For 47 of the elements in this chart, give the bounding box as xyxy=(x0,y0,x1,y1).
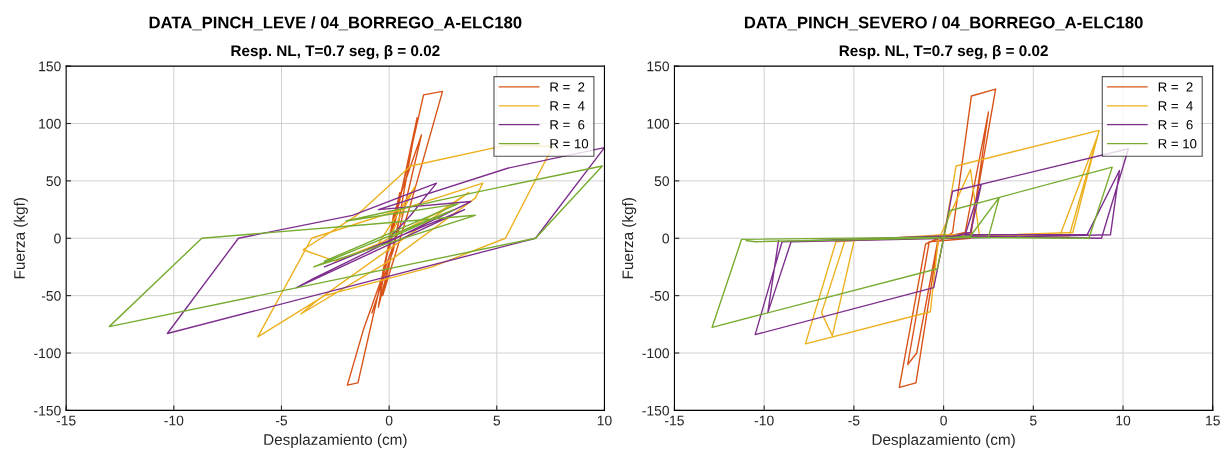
x-tick-label: -10 xyxy=(164,415,184,426)
line-series xyxy=(346,90,444,386)
chart-title: DATA_PINCH_SEVERO / 04_BORREGO_A-ELC180 xyxy=(744,16,1143,31)
y-axis-title: Fuerza (kgf) xyxy=(621,198,637,279)
legend-label: R = 2 xyxy=(1158,82,1193,92)
line-series xyxy=(711,166,1113,329)
y-tick-label: 50 xyxy=(46,176,61,187)
x-tick-label: 5 xyxy=(1030,415,1037,426)
x-tick-label: 0 xyxy=(385,415,393,426)
x-tick-label: 15 xyxy=(1206,415,1220,426)
x-axis-title: Desplazamiento (cm) xyxy=(872,433,1015,449)
x-tick-label: -10 xyxy=(754,415,774,426)
y-tick-label: -50 xyxy=(650,290,670,301)
x-tick-label: -5 xyxy=(848,415,860,426)
chart-subtitle: Resp. NL, T=0.7 seg, β = 0.02 xyxy=(839,44,1048,60)
x-axis-title: Desplazamiento (cm) xyxy=(264,433,407,449)
y-tick-label: 0 xyxy=(662,233,670,244)
legend-label: R = 4 xyxy=(550,101,585,111)
line-series xyxy=(108,165,604,328)
chart-title: DATA_PINCH_LEVE / 04_BORREGO_A-ELC180 xyxy=(149,16,522,31)
y-tick-label: 100 xyxy=(39,118,61,129)
y-tick-label: -150 xyxy=(34,405,61,416)
legend-label: R = 10 xyxy=(1158,138,1197,149)
legend-label: R = 6 xyxy=(1158,120,1193,130)
y-tick-label: -100 xyxy=(34,348,61,359)
x-tick-label: 10 xyxy=(1116,415,1131,426)
x-tick-label: -5 xyxy=(275,415,288,426)
line-series xyxy=(898,88,997,389)
chart-subtitle: Resp. NL, T=0.7 seg, β = 0.02 xyxy=(231,44,440,60)
y-tick-label: 150 xyxy=(39,61,61,72)
y-tick-label: -150 xyxy=(642,405,670,416)
y-tick-label: -100 xyxy=(642,348,670,359)
legend-label: R = 2 xyxy=(550,82,585,92)
y-tick-label: 100 xyxy=(647,118,670,129)
y-tick-label: -50 xyxy=(41,290,61,301)
x-tick-label: 10 xyxy=(597,415,612,426)
y-axis-title: Fuerza (kgf) xyxy=(13,198,28,279)
legend-label: R = 10 xyxy=(550,138,589,149)
x-tick-label: -15 xyxy=(56,415,76,426)
x-tick-label: 5 xyxy=(493,415,501,426)
x-tick-label: -15 xyxy=(665,415,684,426)
x-tick-label: 0 xyxy=(940,415,947,426)
y-tick-label: 50 xyxy=(654,176,670,187)
legend-label: R = 6 xyxy=(550,120,585,130)
y-tick-label: 0 xyxy=(54,233,61,244)
legend-label: R = 4 xyxy=(1158,101,1193,111)
y-tick-label: 150 xyxy=(647,61,670,72)
